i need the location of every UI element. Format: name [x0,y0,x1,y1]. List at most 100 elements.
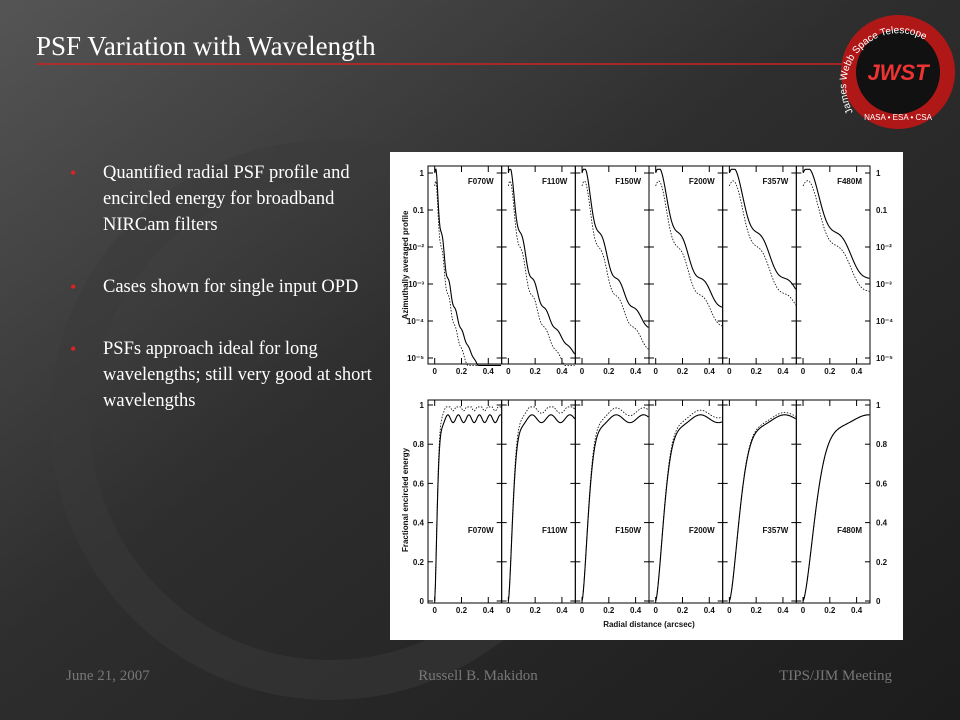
x-tick-label: 0.2 [456,367,468,376]
y-axis-label: Azimuthally averaged profile [401,210,410,319]
panel-label: F110W [542,177,568,186]
y-tick-label: 1 [876,401,881,410]
y-axis-label: Fractional encircled energy [401,447,410,552]
y-tick-label: 10⁻⁴ [407,317,424,326]
panel-label: F200W [689,526,715,535]
x-tick-label: 0.4 [630,367,642,376]
slide-title: PSF Variation with Wavelength [36,31,376,61]
profile-curve [507,414,576,602]
x-tick-label: 0.2 [530,606,542,615]
logo: James Webb Space Telescope JWST NASA • E… [838,15,955,129]
x-tick-label: 0 [580,606,585,615]
profile-curve [728,414,796,602]
bullet: PSFs approach ideal for long wavelengths… [70,336,373,414]
x-tick-label: 0.2 [824,606,836,615]
x-tick-label: 0 [432,606,437,615]
x-tick-label: 0.2 [530,367,542,376]
x-tick-label: 0.4 [704,367,716,376]
x-tick-label: 0.4 [556,606,568,615]
y-tick-label: 0.4 [413,519,425,528]
panel-label: F480M [837,526,862,535]
x-tick-label: 0.2 [456,606,468,615]
logo-agencies: NASA • ESA • CSA [864,113,933,122]
x-tick-label: 0.4 [777,606,789,615]
profile-curve [581,168,649,328]
panel-label: F070W [468,177,494,186]
x-tick-label: 0.2 [824,367,836,376]
x-axis-label: Radial distance (arcsec) [603,620,695,629]
profile-curve [581,414,649,602]
x-tick-label: 0 [727,367,732,376]
y-tick-label: 0.6 [413,479,425,488]
y-tick-label: 10⁻³ [876,280,892,289]
y-tick-label: 0.6 [876,479,888,488]
x-tick-label: 0 [432,367,437,376]
profile-curve [655,414,723,602]
profile-curve [507,168,576,355]
x-tick-label: 0.2 [751,367,763,376]
x-tick-label: 0.2 [751,606,763,615]
panel-label: F357W [763,177,789,186]
x-tick-label: 0.4 [630,606,642,615]
profile-curve-dotted [434,406,501,602]
panel-frame [795,165,871,365]
x-tick-label: 0.4 [777,367,789,376]
panel-label: F070W [468,526,494,535]
y-tick-label: 10⁻² [876,243,892,252]
profile-curve-dotted [434,180,501,366]
bullet: Cases shown for single input OPD [70,274,380,300]
y-tick-label: 10⁻⁵ [407,354,424,363]
x-tick-label: 0.2 [677,367,689,376]
footer-event: TIPS/JIM Meeting [779,668,892,684]
y-tick-label: 0 [876,597,881,606]
y-tick-label: 0.8 [413,440,425,449]
profile-curve-dotted [728,412,796,602]
y-tick-label: 1 [420,401,425,410]
y-tick-label: 0.2 [876,558,888,567]
profile-curve [655,168,723,308]
x-tick-label: 0 [727,606,732,615]
x-tick-label: 0 [801,367,806,376]
profile-curve [434,414,502,602]
logo-center [856,30,940,114]
figure-background [390,152,903,640]
y-tick-label: 0.1 [413,206,425,215]
profile-curve [802,168,870,279]
bullet-list: Quantified radial PSF profile and encirc… [70,160,380,450]
y-tick-label: 0.4 [876,519,888,528]
y-tick-label: 0.2 [413,558,425,567]
profile-curve-dotted [655,409,723,602]
x-tick-label: 0.4 [704,606,716,615]
x-tick-label: 0 [506,606,511,615]
x-tick-label: 0.2 [603,606,615,615]
x-tick-label: 0.4 [556,367,568,376]
x-tick-label: 0.4 [483,606,495,615]
panel-label: F200W [689,177,715,186]
profile-curve-dotted [581,407,649,602]
x-tick-label: 0 [580,367,585,376]
x-tick-label: 0.2 [603,367,615,376]
profile-curve [434,168,501,366]
y-tick-label: 10⁻⁴ [876,317,893,326]
footer-author: Russell B. Makidon [418,668,538,684]
x-tick-label: 0 [653,606,658,615]
panel-label: F110W [542,526,568,535]
panel-label: F150W [615,526,641,535]
y-tick-label: 0 [420,597,425,606]
panel-label: F357W [763,526,789,535]
y-tick-label: 10⁻⁵ [876,354,893,363]
x-tick-label: 0.4 [483,367,495,376]
y-tick-label: 1 [420,169,425,178]
bullet: Quantified radial PSF profile and encirc… [70,160,380,238]
y-tick-label: 10⁻³ [408,280,424,289]
logo-name: JWST [867,60,930,85]
y-tick-label: 0.8 [876,440,888,449]
figure: 0 0.2 0.4 F070W 0 0.2 0.4 F110W 0 0.2 0.4 F150W 0 0.2… [390,152,903,640]
panel-frame [795,399,871,604]
profile-curve-dotted [802,414,870,602]
x-tick-label: 0 [653,367,658,376]
profile-curve [728,168,797,290]
footer-date: June 21, 2007 [66,668,150,684]
x-tick-label: 0 [506,367,511,376]
